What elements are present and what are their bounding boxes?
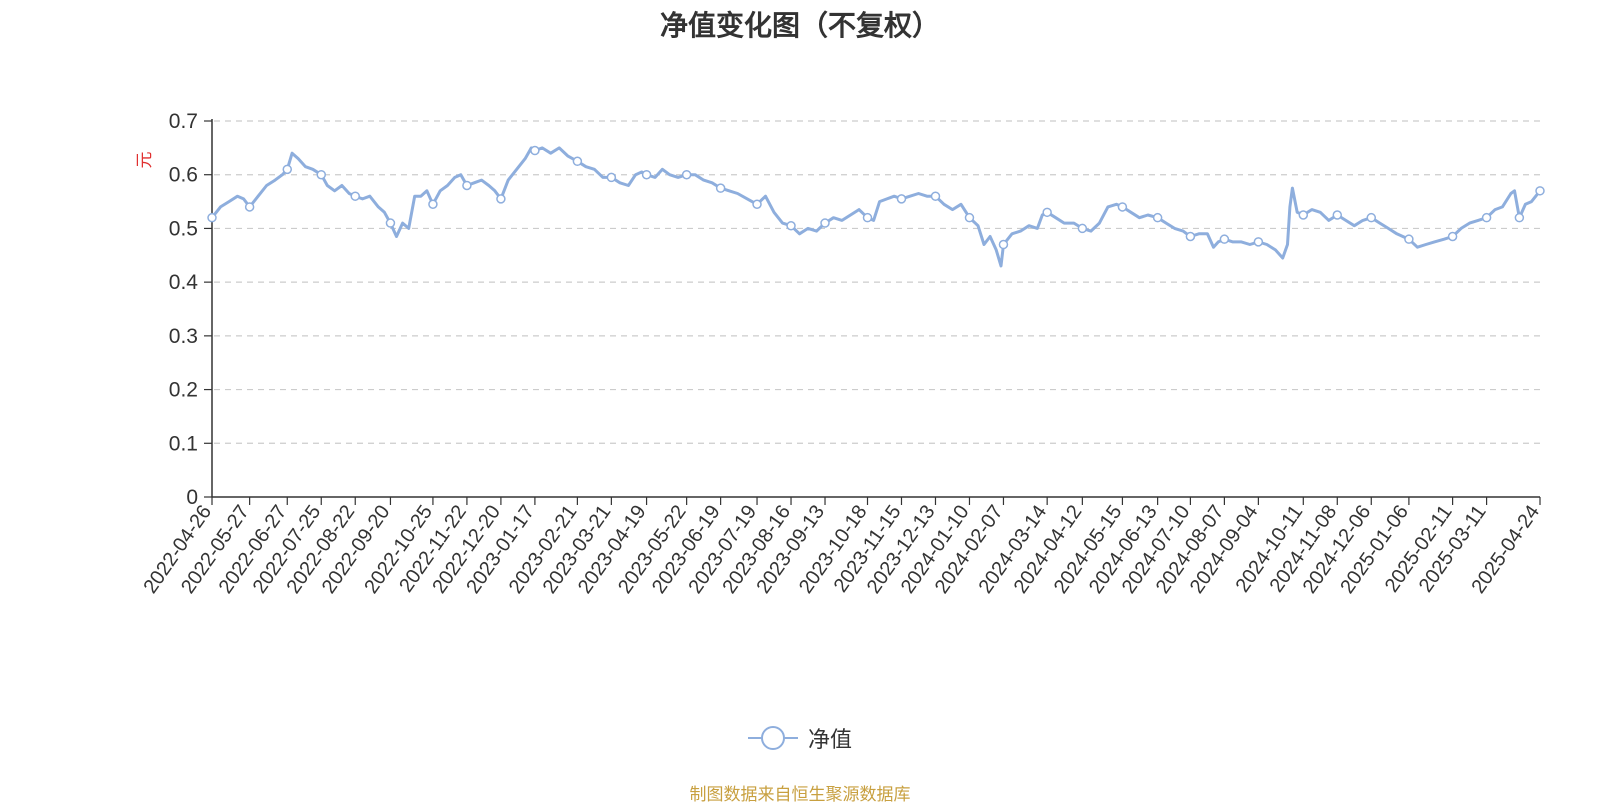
data-point-marker xyxy=(641,169,652,180)
data-point-marker xyxy=(964,212,975,223)
data-point-marker xyxy=(1152,212,1163,223)
data-point-marker xyxy=(244,202,255,212)
y-axis-unit-label: 元 xyxy=(135,152,154,169)
data-point-marker xyxy=(1514,212,1525,223)
data-point-marker xyxy=(752,199,762,210)
data-point-marker xyxy=(1535,186,1545,196)
y-tick-label: 0.5 xyxy=(169,217,198,240)
y-tick-label: 0.2 xyxy=(169,379,198,402)
data-point-marker xyxy=(428,199,438,210)
data-point-marker xyxy=(1185,231,1196,242)
data-point-marker xyxy=(385,218,396,228)
data-point-marker xyxy=(316,169,327,180)
data-point-marker xyxy=(282,164,293,175)
data-point-marker xyxy=(530,145,540,156)
data-point-marker xyxy=(1366,212,1377,223)
data-point-marker xyxy=(606,172,617,183)
data-point-marker xyxy=(896,194,907,204)
data-point-marker xyxy=(1117,202,1128,212)
data-source-note: 制图数据来自恒生聚源数据库 xyxy=(689,785,911,804)
data-point-marker xyxy=(862,212,873,223)
data-point-marker xyxy=(207,212,217,223)
data-point-marker xyxy=(1253,237,1264,247)
data-point-marker xyxy=(1298,210,1309,220)
y-tick-label: 0.3 xyxy=(169,325,198,348)
data-point-marker xyxy=(1042,207,1052,218)
data-point-marker xyxy=(1077,223,1088,234)
data-point-marker xyxy=(930,191,941,201)
data-point-marker xyxy=(462,180,472,191)
legend-label: 净值 xyxy=(807,727,852,752)
data-point-marker xyxy=(715,183,726,193)
y-tick-label: 0 xyxy=(186,486,198,509)
y-tick-label: 0.7 xyxy=(169,110,198,133)
y-tick-label: 0.4 xyxy=(169,271,199,294)
data-point-marker xyxy=(786,220,796,231)
data-point-marker xyxy=(1332,210,1343,220)
series-line-nav xyxy=(210,146,1542,268)
data-point-marker xyxy=(1481,212,1492,223)
data-point-marker xyxy=(350,191,360,201)
y-tick-label: 0.6 xyxy=(169,164,198,187)
data-point-marker xyxy=(998,239,1009,250)
data-point-marker xyxy=(1447,231,1458,242)
data-point-marker xyxy=(496,194,506,204)
chart-title: 净值变化图（不复权） xyxy=(659,10,940,41)
legend-line-marker-icon xyxy=(747,726,798,750)
data-point-marker xyxy=(1404,234,1414,244)
data-point-marker xyxy=(681,169,692,180)
data-point-marker xyxy=(820,218,830,228)
legend[interactable]: 净值 xyxy=(0,722,1600,754)
data-point-marker xyxy=(572,156,583,167)
y-tick-label: 0.1 xyxy=(169,432,198,455)
data-point-marker xyxy=(1219,234,1230,244)
